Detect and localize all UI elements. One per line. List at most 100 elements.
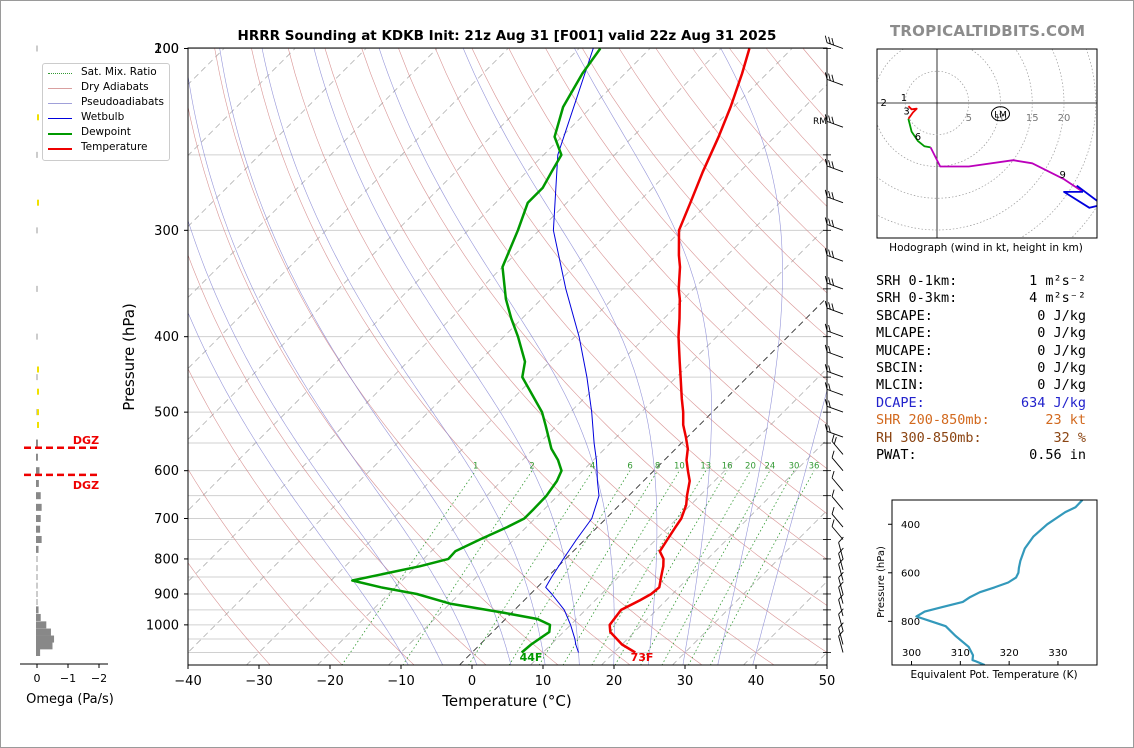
mixing-ratio-line (468, 470, 593, 665)
barb-flag (824, 300, 828, 309)
wind-barb (824, 364, 844, 378)
index-label: MUCAPE: (876, 342, 933, 359)
barb-flag (838, 581, 844, 588)
index-value: 634 J/kg (1020, 394, 1086, 411)
x-tick-label: 40 (748, 674, 765, 689)
mixing-ratio-label: 20 (745, 462, 756, 472)
moist-adiabat-line (574, 48, 712, 665)
mixing-ratio-label: 30 (789, 462, 800, 472)
index-label: SBCAPE: (876, 307, 933, 324)
skewt-xlabel: Temperature (°C) (441, 692, 571, 710)
isotherm-line (387, 225, 827, 665)
dry-adiabat-line (188, 367, 415, 665)
hodograph-ring-label: 15 (1026, 113, 1039, 124)
mixing-ratio-label: 8 (655, 462, 660, 472)
legend-swatch (48, 148, 72, 150)
dry-adiabat-line (398, 48, 827, 560)
barb-flag (824, 189, 828, 197)
index-row: MLCIN: 0 J/kg (876, 377, 1126, 394)
hodograph-height-label: 9 (1060, 170, 1066, 181)
barb-staff (826, 165, 844, 173)
x-tick-label: −10 (387, 674, 414, 689)
wind-barb (824, 114, 844, 128)
omega-bar (36, 606, 39, 614)
wind-barb (838, 593, 844, 617)
index-value: 32 % (1053, 429, 1086, 446)
dry-adiabat-line (545, 48, 827, 381)
skewt-background-lines: 1 2 4 6 8 10 13 16 20 24 30 36 (188, 48, 827, 665)
index-row: SBCIN: 0 J/kg (876, 360, 1126, 377)
index-value: 0 J/kg (1037, 307, 1086, 324)
barb-staff (838, 614, 844, 631)
barb-flag (833, 437, 837, 445)
dgz-label: DGZ (73, 479, 99, 492)
barb-staff (831, 441, 844, 455)
mixing-ratio-line (710, 470, 815, 665)
moist-adiabat-line (188, 311, 409, 665)
hodograph-panel: 5 10 15 20 1 2 3 6 9 LM Hodograph (wind in kt, h… (876, 48, 1098, 254)
x-tick-label: 50 (819, 674, 836, 689)
legend-swatch (48, 103, 72, 104)
dry-adiabat-line (188, 105, 559, 665)
mixing-ratio-label: 13 (700, 462, 711, 472)
mixing-ratio-line (538, 470, 658, 665)
hodograph-ring (877, 49, 1001, 167)
barb-staff (838, 627, 844, 645)
barb-staff (831, 513, 844, 528)
legend-item-wetbulb: Wetbulb (48, 111, 170, 125)
legend-item-dry-adiabats: Dry Adiabats (48, 81, 170, 95)
hodograph-ring-label: 5 (966, 113, 972, 124)
barb-flag (828, 249, 831, 257)
skewt-profiles (351, 48, 751, 654)
surface-dewpoint-label: 44F (520, 651, 543, 664)
barb-staff (826, 330, 844, 338)
mixing-ratio-label: 36 (809, 462, 820, 472)
barb-staff (826, 196, 844, 204)
omega-bar (36, 613, 41, 621)
dry-adiabat-line (214, 48, 631, 665)
mixing-ratio-line (614, 470, 728, 665)
sounding-indices: SRH 0-1km: 1 m²s⁻² SRH 0-3km: 4 m²s⁻² SBCAPE… (876, 273, 1126, 464)
wind-barb (824, 275, 844, 290)
mixing-ratio-label: 2 (529, 462, 534, 472)
left-mover-label: LM (994, 110, 1007, 120)
omega-axis: 0 −1 −2 (20, 663, 108, 685)
dry-adiabat-line (361, 48, 827, 606)
mixing-ratio-label: 24 (764, 462, 775, 472)
barb-flag (831, 37, 835, 46)
theta-e-profile (915, 500, 1084, 665)
barb-flag (831, 250, 835, 258)
theta-e-x-tick-label: 300 (902, 648, 921, 659)
hodograph-rings: 5 10 15 20 (877, 49, 1097, 238)
dry-adiabat-line (188, 562, 271, 665)
hodograph-segment (907, 105, 918, 120)
barb-flag (824, 275, 828, 284)
barb-flag (838, 558, 844, 565)
barb-flag (828, 218, 831, 226)
index-label: MLCIN: (876, 377, 925, 394)
barb-flag (838, 571, 844, 578)
hodograph-trace: 1 2 3 6 9 LM (880, 93, 1097, 209)
mixing-ratio-line (562, 470, 680, 665)
y-tick-label: 600 (154, 464, 179, 479)
chart-title: HRRR Sounding at KDKB Init: 21z Aug 31 [… (238, 28, 777, 44)
hodograph-height-label: 1 (901, 93, 907, 104)
wind-barb (831, 470, 844, 492)
hodograph-segment (907, 118, 931, 149)
barb-staff (838, 599, 844, 617)
barb-staff (826, 224, 844, 231)
barb-staff (826, 351, 844, 359)
mixing-ratio-label: 10 (674, 462, 685, 472)
surface-temperature-label: 73F (631, 651, 654, 664)
theta-e-xlabel: Equivalent Pot. Temperature (K) (910, 669, 1077, 681)
moist-adiabat-line (463, 48, 658, 665)
theta-e-frame (891, 499, 1098, 666)
theta-e-y-tick-label: 600 (901, 568, 920, 579)
omega-bar (36, 492, 41, 500)
wind-barb (824, 399, 844, 413)
y-tick-label: 500 (154, 406, 179, 421)
barb-staff (826, 430, 844, 438)
barb-flag (824, 72, 828, 80)
barb-flag (824, 158, 828, 167)
wind-barb (838, 581, 844, 604)
